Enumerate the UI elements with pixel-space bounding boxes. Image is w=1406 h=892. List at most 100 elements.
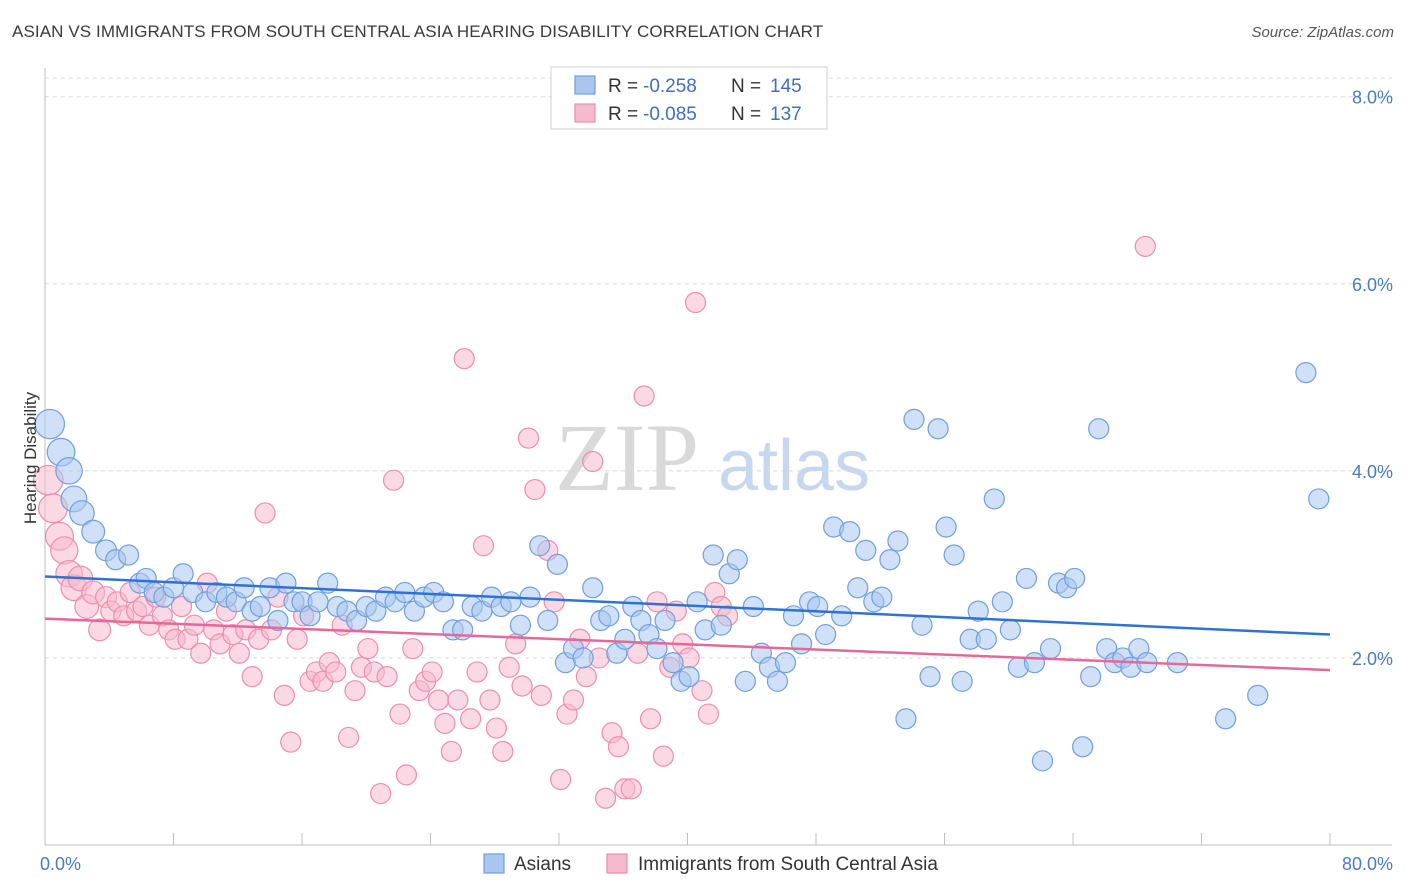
data-point xyxy=(1080,666,1102,688)
data-point xyxy=(543,591,565,613)
legend: R = -0.258 N = 145 R = -0.085 N = 137 xyxy=(550,66,828,130)
data-point xyxy=(307,591,329,613)
data-point xyxy=(402,637,424,660)
data-point xyxy=(831,605,853,627)
data-point xyxy=(594,787,617,809)
data-point xyxy=(598,605,620,627)
y-tick-label: 4.0% xyxy=(1352,462,1393,482)
legend-r-label-1: R = xyxy=(608,76,638,97)
data-point xyxy=(254,502,276,524)
data-point xyxy=(766,670,789,692)
data-point xyxy=(275,572,297,594)
data-point xyxy=(807,595,829,618)
bottom-legend: Asians Immigrants from South Central Asi… xyxy=(483,853,938,875)
data-point xyxy=(1295,362,1317,384)
data-point xyxy=(460,708,482,730)
data-point xyxy=(88,618,112,642)
data-point xyxy=(662,652,684,674)
data-point xyxy=(466,661,488,683)
data-point xyxy=(1015,567,1038,590)
data-point xyxy=(855,539,877,561)
watermark: ZIP atlas xyxy=(555,404,870,511)
data-point xyxy=(815,623,837,646)
y-tick-label: 8.0% xyxy=(1352,88,1393,108)
data-point xyxy=(678,666,700,688)
data-point xyxy=(286,628,308,650)
data-point xyxy=(172,563,194,585)
data-point xyxy=(432,591,454,613)
data-point xyxy=(935,516,957,538)
data-point xyxy=(646,637,668,660)
data-point xyxy=(55,457,83,485)
y-tick-label: 2.0% xyxy=(1352,649,1393,669)
data-point xyxy=(697,703,719,725)
data-point xyxy=(1072,736,1094,758)
data-point xyxy=(1064,567,1086,590)
data-point xyxy=(575,666,597,688)
data-point xyxy=(370,782,392,805)
data-point xyxy=(117,544,140,566)
data-point xyxy=(911,614,933,636)
data-point xyxy=(344,680,366,702)
watermark-atlas: atlas xyxy=(718,426,870,506)
data-point xyxy=(639,708,662,730)
data-point xyxy=(498,656,520,678)
watermark-zip: ZIP xyxy=(555,404,699,511)
data-point xyxy=(440,740,462,763)
data-point xyxy=(524,478,546,501)
data-point xyxy=(546,553,568,575)
data-point xyxy=(325,661,347,683)
bottom-legend-label-asians: Asians xyxy=(514,854,571,875)
data-point xyxy=(684,291,707,314)
data-point xyxy=(620,778,642,800)
data-point xyxy=(734,670,756,692)
legend-r-value-2: -0.085 xyxy=(643,104,697,125)
bottom-legend-label-immigrants: Immigrants from South Central Asia xyxy=(638,854,938,875)
axes xyxy=(44,68,1392,846)
data-point xyxy=(337,726,360,749)
data-point xyxy=(582,577,604,599)
data-point xyxy=(453,348,475,370)
data-point xyxy=(421,661,443,683)
data-point xyxy=(241,666,263,688)
data-point xyxy=(81,519,106,544)
data-point xyxy=(790,633,813,655)
legend-r-value-1: -0.258 xyxy=(643,76,697,97)
data-point xyxy=(847,577,869,599)
data-point xyxy=(509,614,532,636)
y-tick-labels: 2.0% 4.0% 6.0% 8.0% xyxy=(1352,88,1393,669)
data-point xyxy=(382,469,405,491)
trend-line-asians xyxy=(44,575,1331,636)
data-point xyxy=(500,591,522,613)
data-point xyxy=(170,595,193,618)
data-point xyxy=(1039,637,1062,660)
data-point xyxy=(919,666,941,688)
grid-lines xyxy=(45,77,1392,659)
legend-n-value-2: 137 xyxy=(770,104,802,125)
data-point xyxy=(614,628,636,650)
data-point xyxy=(975,628,997,650)
trend-line-immigrants xyxy=(44,617,1331,672)
data-point xyxy=(895,708,917,730)
data-point xyxy=(395,764,418,786)
data-point xyxy=(607,736,630,758)
bottom-legend-swatch-immigrants xyxy=(606,853,628,874)
data-point xyxy=(691,680,713,702)
legend-n-value-1: 145 xyxy=(770,76,802,97)
legend-r-label-2: R = xyxy=(608,104,638,125)
data-point xyxy=(447,689,469,711)
data-point xyxy=(479,689,501,711)
data-point xyxy=(903,408,925,431)
data-point xyxy=(879,549,901,571)
data-point xyxy=(686,591,708,613)
legend-swatch-immigrants xyxy=(574,103,596,123)
data-point xyxy=(1088,418,1110,440)
data-point xyxy=(1214,708,1237,730)
trend-lines xyxy=(44,575,1331,672)
data-point xyxy=(69,500,95,526)
data-point xyxy=(871,586,893,608)
legend-n-label-1: N = xyxy=(731,76,761,97)
data-point xyxy=(572,647,594,669)
x-tick-label-max: 80.0% xyxy=(1342,854,1393,874)
